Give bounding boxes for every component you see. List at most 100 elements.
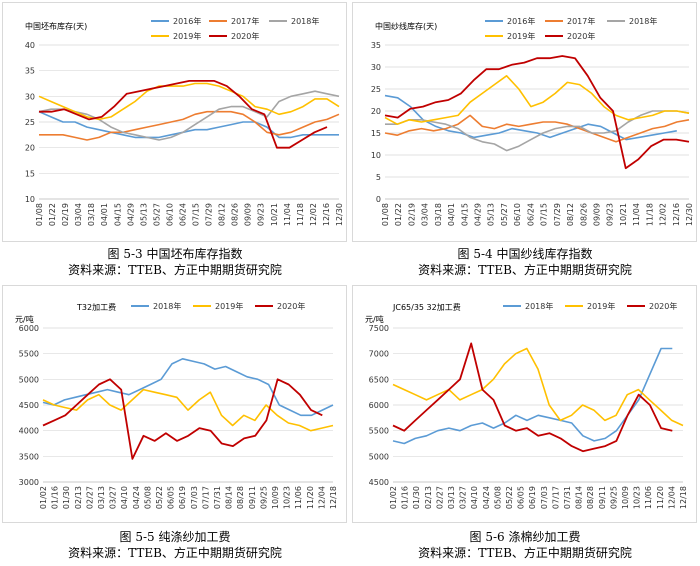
caption-fig-5-5: 图 5-5 纯涤纱加工费 资料来源：TTEB、方正中期期货研究院 xyxy=(0,529,350,561)
x-tick-label: 08/12 xyxy=(218,203,227,226)
series-line xyxy=(385,110,690,152)
series-line xyxy=(39,110,340,141)
x-tick-label: 03/04 xyxy=(421,203,430,226)
legend-label: 2018年 xyxy=(291,16,319,26)
x-tick-label: 08/14 xyxy=(575,486,584,509)
x-tick-label: 06/05 xyxy=(167,486,176,509)
y-tick-label: 3500 xyxy=(19,452,39,461)
x-tick-label: 03/18 xyxy=(434,203,443,226)
y-axis-unit: 元/吨 xyxy=(365,314,384,324)
x-tick-label: 05/13 xyxy=(139,203,148,226)
legend-label: 2019年 xyxy=(215,301,243,311)
legend-label: 2017年 xyxy=(231,16,259,26)
x-tick-label: 01/22 xyxy=(48,203,57,226)
x-tick-label: 03/13 xyxy=(447,486,456,509)
x-tick-label: 06/05 xyxy=(517,486,526,509)
chart-yarn-inventory: 中国纱线库存(天) 0 5 10 15 20 25 30 35 01/08 01/22 02/19 03… xyxy=(371,16,694,226)
x-tick-label: 09/09 xyxy=(244,203,253,226)
legend-label: 2018年 xyxy=(525,301,553,311)
chart-title: JC65/35 32加工费 xyxy=(392,302,461,312)
x-tick-label: 03/04 xyxy=(74,203,83,226)
x-tick-label: 03/27 xyxy=(109,486,118,509)
x-tick-label: 07/15 xyxy=(540,203,549,226)
y-tick-label: 4500 xyxy=(19,401,39,410)
y-tick-label: 7500 xyxy=(369,324,389,333)
x-tick-label: 07/31 xyxy=(563,486,572,509)
series-line xyxy=(384,94,677,141)
x-tick-label: 09/23 xyxy=(257,203,266,226)
series-line xyxy=(38,82,340,121)
chart-panel-polyester-fee: T32加工费 元/吨 3000 3500 4000 4500 5000 5500 6000 01/… xyxy=(2,285,347,523)
x-tick-label: 07/15 xyxy=(192,203,201,226)
x-tick-label: 01/22 xyxy=(394,203,403,226)
legend-label: 2019年 xyxy=(587,301,615,311)
y-tick-label: 40 xyxy=(25,41,35,50)
series-line xyxy=(384,114,690,143)
x-tick-label: 02/19 xyxy=(61,203,70,226)
y-tick-label: 10 xyxy=(371,151,381,160)
x-tick-label: 10/23 xyxy=(633,486,642,509)
figure-title: 图 5-3 中国坯布库存指数 xyxy=(107,247,243,261)
chart-fabric-inventory: 中国坯布库存(天) 10 15 20 25 30 35 40 01/08 01/22 02/19 03… xyxy=(25,16,344,226)
x-tick-label: 03/27 xyxy=(459,486,468,509)
series-line xyxy=(42,388,334,432)
x-tick-label: 07/31 xyxy=(213,486,222,509)
y-tick-label: 5500 xyxy=(369,427,389,436)
x-tick-label: 07/17 xyxy=(551,486,560,509)
y-tick-label: 4000 xyxy=(19,427,39,436)
series-line xyxy=(42,378,323,460)
x-tick-label: 08/12 xyxy=(566,203,575,226)
x-tick-label: 11/06 xyxy=(294,486,303,509)
chart-title: 中国坯布库存(天) xyxy=(25,21,87,31)
x-tick-label: 06/24 xyxy=(526,203,535,226)
x-tick-label: 01/02 xyxy=(389,486,398,509)
figure-source: 资料来源：TTEB、方正中期期货研究院 xyxy=(68,263,282,277)
legend-label: 2019年 xyxy=(173,31,201,41)
x-tick-label: 04/29 xyxy=(474,203,483,226)
x-tick-label: 05/22 xyxy=(155,486,164,509)
figure-title: 图 5-4 中国纱线库存指数 xyxy=(457,247,593,261)
y-tick-label: 30 xyxy=(25,92,35,101)
x-tick-label: 05/08 xyxy=(493,486,502,509)
legend-label: 2020年 xyxy=(231,31,259,41)
x-tick-label: 10/09 xyxy=(271,486,280,509)
y-tick-label: 6500 xyxy=(369,375,389,384)
y-tick-label: 6000 xyxy=(19,324,39,333)
legend-label: 2017年 xyxy=(567,16,595,26)
x-tick-label: 02/27 xyxy=(435,486,444,509)
y-tick-label: 3000 xyxy=(19,478,39,487)
x-tick-label: 01/30 xyxy=(62,486,71,509)
y-tick-label: 25 xyxy=(25,118,35,127)
legend-label: 2020年 xyxy=(649,301,677,311)
x-tick-label: 01/16 xyxy=(401,486,410,509)
x-tick-label: 08/14 xyxy=(225,486,234,509)
series-line xyxy=(39,80,328,149)
x-tick-label: 07/03 xyxy=(540,486,549,509)
x-tick-label: 11/20 xyxy=(656,486,665,509)
y-tick-label: 5000 xyxy=(369,452,389,461)
y-tick-label: 4500 xyxy=(369,478,389,487)
x-tick-label: 01/02 xyxy=(39,486,48,509)
series-line xyxy=(384,75,690,125)
figure-source: 资料来源：TTEB、方正中期期货研究院 xyxy=(418,263,632,277)
x-tick-label: 12/04 xyxy=(667,486,676,509)
figure-source: 资料来源：TTEB、方正中期期货研究院 xyxy=(68,546,282,560)
y-tick-label: 6000 xyxy=(369,401,389,410)
x-tick-label: 01/30 xyxy=(412,486,421,509)
x-tick-label: 05/27 xyxy=(152,203,161,226)
x-tick-label: 01/08 xyxy=(381,203,390,226)
legend-label: 2019年 xyxy=(507,31,535,41)
x-tick-label: 12/16 xyxy=(322,203,331,226)
series-line xyxy=(38,110,339,139)
y-tick-label: 5500 xyxy=(19,350,39,359)
x-tick-label: 09/25 xyxy=(259,486,268,509)
figure-source: 资料来源：TTEB、方正中期期货研究院 xyxy=(418,546,632,560)
x-tick-label: 04/29 xyxy=(126,203,135,226)
y-tick-label: 35 xyxy=(25,67,35,76)
x-tick-label: 04/15 xyxy=(460,203,469,226)
legend-label: 2016年 xyxy=(173,16,201,26)
figure-title: 图 5-6 涤棉纱加工费 xyxy=(469,530,581,544)
x-tick-label: 09/11 xyxy=(248,486,257,509)
